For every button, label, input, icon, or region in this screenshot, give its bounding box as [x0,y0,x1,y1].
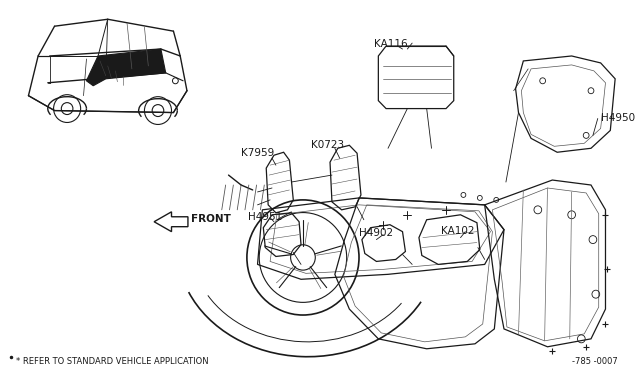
Text: -785 -0007: -785 -0007 [572,357,618,366]
Text: FRONT: FRONT [191,214,230,224]
Polygon shape [86,49,166,86]
Text: H4902: H4902 [359,228,393,238]
Text: * REFER TO STANDARD VEHICLE APPLICATION: * REFER TO STANDARD VEHICLE APPLICATION [16,357,209,366]
Text: K0723: K0723 [310,140,344,150]
Text: KA102: KA102 [441,226,475,236]
Text: KA116: KA116 [374,39,407,49]
Text: H4950: H4950 [601,113,635,122]
Text: K7959: K7959 [241,148,275,158]
Text: H4951: H4951 [248,212,282,222]
